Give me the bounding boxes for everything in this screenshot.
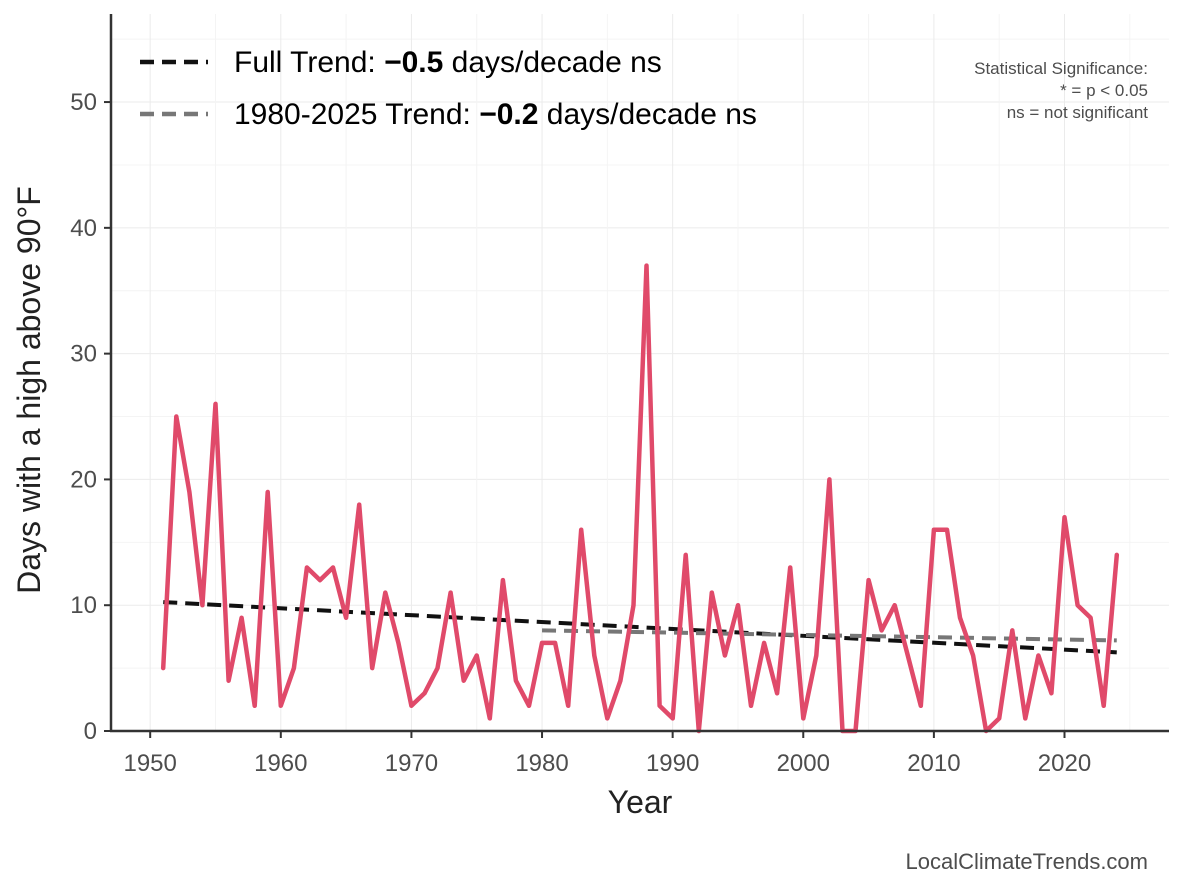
y-tick-label: 30 — [70, 341, 97, 368]
y-tick-label: 40 — [70, 215, 97, 242]
x-tick-label: 2010 — [907, 750, 960, 777]
significance-line: ns = not significant — [1007, 103, 1149, 122]
source-credit: LocalClimateTrends.com — [905, 849, 1149, 874]
x-tick-label: 1980 — [515, 750, 568, 777]
legend: Full Trend: −0.5 days/decade ns 1980-2025… — [140, 46, 757, 131]
legend-entry: Full Trend: −0.5 days/decade ns — [234, 46, 662, 79]
y-axis-title: Days with a high above 90°F — [11, 186, 47, 594]
trend-line — [163, 600, 1117, 655]
x-tick-label: 2020 — [1038, 750, 1091, 777]
y-tick-label: 50 — [70, 89, 97, 116]
x-tick-label: 1970 — [385, 750, 438, 777]
significance-line: * = p < 0.05 — [1060, 81, 1148, 100]
significance-note: Statistical Significance: * = p < 0.05 ns … — [974, 59, 1148, 122]
y-tick-label: 20 — [70, 466, 97, 493]
series-line — [160, 263, 1120, 734]
x-tick-label: 1950 — [123, 750, 176, 777]
x-tick-label: 1960 — [254, 750, 307, 777]
x-tick-label: 1990 — [646, 750, 699, 777]
x-tick-label: 2000 — [777, 750, 830, 777]
series-lines — [160, 263, 1120, 734]
y-tick-label: 0 — [84, 718, 97, 745]
y-tick-label: 10 — [70, 592, 97, 619]
legend-entry: 1980-2025 Trend: −0.2 days/decade ns — [234, 98, 757, 131]
significance-line: Statistical Significance: — [974, 59, 1148, 78]
axes: 0 10 20 30 40 50 1950 1960 1970 1980 1990 2000 2010 2… — [70, 14, 1169, 777]
grid — [111, 14, 1169, 732]
trend-line — [542, 628, 1117, 643]
trend-lines — [163, 600, 1117, 655]
x-axis-title: Year — [608, 784, 673, 820]
